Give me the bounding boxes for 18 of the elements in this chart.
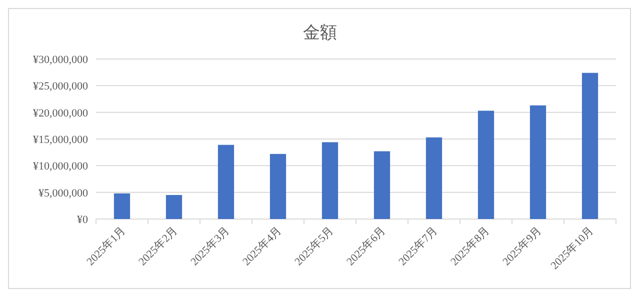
bar (322, 142, 338, 219)
y-tick-label: ¥5,000,000 (38, 187, 88, 200)
bar (530, 105, 546, 219)
bar (114, 193, 130, 219)
y-tick-label: ¥0 (77, 214, 88, 226)
bar (218, 144, 234, 219)
y-tick-label: ¥10,000,000 (33, 160, 88, 173)
bar (426, 137, 442, 219)
y-tick-label: ¥25,000,000 (33, 80, 88, 93)
bar (478, 110, 494, 219)
bar (166, 195, 182, 219)
bar (582, 72, 598, 219)
chart-title: 金額 (303, 23, 337, 42)
y-tick-label: ¥20,000,000 (33, 107, 88, 120)
bar (374, 151, 390, 219)
y-tick-label: ¥15,000,000 (33, 134, 88, 146)
bar (270, 154, 286, 219)
y-tick-label: ¥30,000,000 (33, 54, 88, 66)
